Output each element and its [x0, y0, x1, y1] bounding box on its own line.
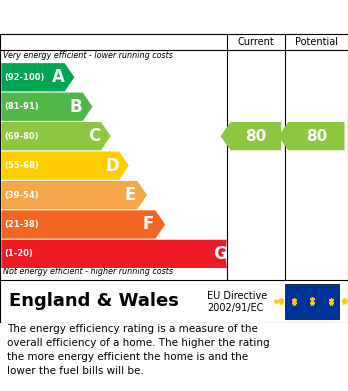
Text: B: B — [70, 98, 82, 116]
Text: (81-91): (81-91) — [4, 102, 39, 111]
Polygon shape — [278, 122, 345, 150]
Text: (55-68): (55-68) — [4, 161, 39, 170]
Text: (69-80): (69-80) — [4, 132, 39, 141]
Text: (21-38): (21-38) — [4, 220, 39, 229]
Text: Energy Efficiency Rating: Energy Efficiency Rating — [9, 8, 238, 26]
Polygon shape — [1, 122, 111, 150]
Text: Not energy efficient - higher running costs: Not energy efficient - higher running co… — [3, 267, 174, 276]
Polygon shape — [1, 93, 93, 121]
Text: 80: 80 — [306, 129, 327, 143]
Text: England & Wales: England & Wales — [9, 292, 179, 310]
Polygon shape — [1, 151, 129, 180]
Polygon shape — [1, 240, 227, 268]
Text: C: C — [88, 127, 100, 145]
FancyBboxPatch shape — [285, 284, 339, 319]
Polygon shape — [1, 63, 74, 91]
Text: (39-54): (39-54) — [4, 190, 39, 199]
Text: Current: Current — [237, 37, 274, 47]
Text: The energy efficiency rating is a measure of the
overall efficiency of a home. T: The energy efficiency rating is a measur… — [7, 324, 270, 376]
Text: D: D — [105, 156, 119, 175]
Polygon shape — [221, 122, 281, 150]
Polygon shape — [1, 181, 147, 209]
Polygon shape — [1, 210, 165, 239]
Text: (92-100): (92-100) — [4, 73, 45, 82]
Text: A: A — [52, 68, 65, 86]
Text: 80: 80 — [245, 129, 267, 143]
Text: Potential: Potential — [295, 37, 338, 47]
Text: G: G — [213, 245, 227, 263]
Text: Very energy efficient - lower running costs: Very energy efficient - lower running co… — [3, 51, 173, 60]
Text: 2002/91/EC: 2002/91/EC — [207, 303, 263, 313]
Text: EU Directive: EU Directive — [207, 291, 267, 301]
Text: (1-20): (1-20) — [4, 249, 33, 258]
Text: E: E — [125, 186, 136, 204]
Text: F: F — [143, 215, 154, 233]
